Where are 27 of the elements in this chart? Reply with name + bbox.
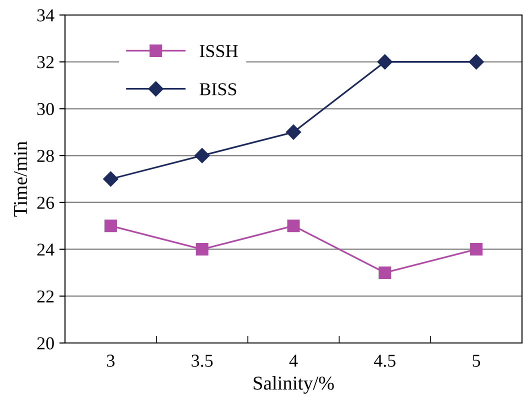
x-tick-label: 4.5 [374,354,396,367]
y-tick-label: 20 [37,337,54,350]
y-tick-label: 28 [37,150,54,162]
y-axis-title: Time/min [14,141,28,217]
y-tick-label: 30 [37,102,54,116]
point [103,171,118,187]
point [470,243,483,256]
point [194,148,210,164]
y-tick-label: 32 [37,56,54,68]
x-axis-title: Salinity/% [254,376,334,394]
y-tick-label: 34 [37,9,54,22]
point [468,54,484,70]
y-tick-label: 22 [37,290,54,302]
x-tick-label: 3 [107,354,115,367]
x-tick-label: 5 [472,354,480,367]
point [378,266,392,279]
point [286,124,302,140]
legend-label: ISSH [200,45,238,58]
y-tick-label: 24 [37,244,54,256]
point [287,220,300,232]
point [104,220,117,232]
x-tick-label: 3.5 [192,354,213,367]
point [377,54,392,70]
y-tick-label: 26 [37,196,54,209]
x-tick-label: 4 [289,354,298,367]
point [196,243,208,256]
legend-label: BISS [200,83,236,96]
